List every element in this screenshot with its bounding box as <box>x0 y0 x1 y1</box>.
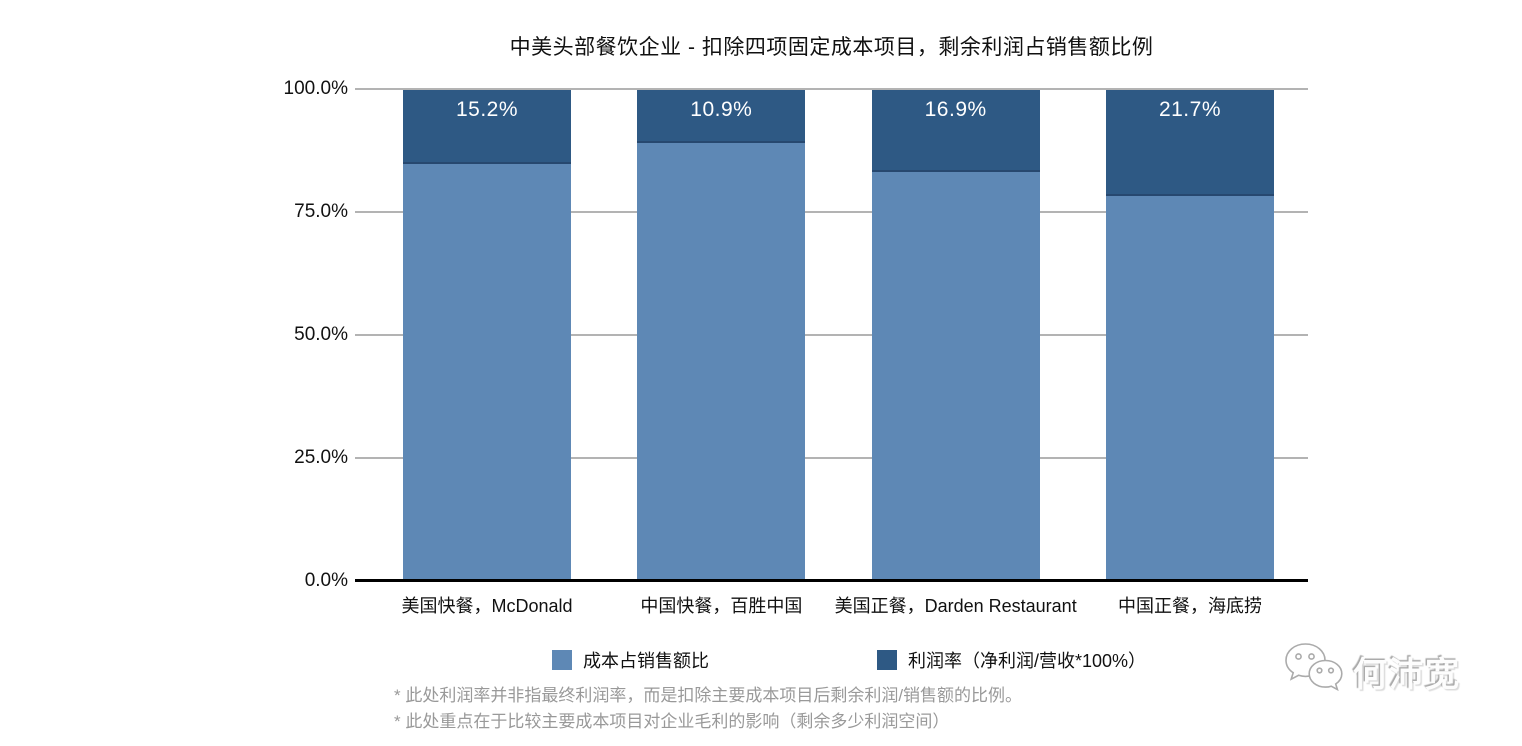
y-axis-tick-label: 0.0% <box>304 570 348 591</box>
cost-segment <box>403 163 571 581</box>
profit-segment: 21.7% <box>1105 89 1274 196</box>
gridline-50 <box>355 334 1308 336</box>
profit-segment: 15.2% <box>403 89 571 164</box>
bar-4: 21.7% <box>1105 89 1274 581</box>
bar-value-label: 16.9% <box>924 98 987 121</box>
cost-segment <box>1105 195 1274 581</box>
bar-1: 15.2% <box>403 89 571 581</box>
plot-area: 0.0% 25.0% 50.0% 75.0% 100.0% 15.2% 10.9% 16.9%… <box>284 78 1308 591</box>
legend-label: 利润率（净利润/营收*100%） <box>908 651 1147 671</box>
y-axis-tick-label: 100.0% <box>283 78 348 99</box>
watermark-author-name: 何沛宽 <box>1353 656 1461 694</box>
legend-item-1: 成本占销售额比 <box>552 647 709 673</box>
x-axis-category-label: 美国正餐，Darden Restaurant <box>834 596 1077 616</box>
legend-swatch <box>877 650 897 670</box>
x-axis-line <box>355 579 1308 582</box>
bar-value-label: 15.2% <box>455 98 519 121</box>
bar-3: 16.9% <box>871 89 1040 581</box>
legend-item-2: 利润率（净利润/营收*100%） <box>877 647 1146 673</box>
x-axis-category-label: 中国正餐，海底捞 <box>1117 596 1262 616</box>
legend-label: 成本占销售额比 <box>583 651 709 671</box>
bar-2: 10.9% <box>637 89 806 581</box>
y-axis-tick-label: 75.0% <box>294 201 348 222</box>
footnote-line-1: * 此处利润率并非指最终利润率，而是扣除主要成本项目后剩余利润/销售额的比例。 <box>394 686 1023 705</box>
x-axis-category-label: 美国快餐，McDonald <box>401 596 573 616</box>
footnote-line-2: * 此处重点在于比较主要成本项目对企业毛利的影响（剩余多少利润空间） <box>394 712 950 731</box>
watermark: 何沛宽 <box>1283 641 1461 702</box>
gridline-75 <box>355 211 1308 213</box>
gridline-100 <box>355 88 1308 90</box>
profit-segment: 10.9% <box>637 89 806 143</box>
y-axis-tick-label: 25.0% <box>294 447 348 468</box>
x-axis-category-label: 中国快餐，百胜中国 <box>640 596 803 616</box>
gridline-25 <box>355 457 1308 459</box>
chart-title: 中美头部餐饮企业 - 扣除四项固定成本项目，剩余利润占销售额比例 <box>509 36 1154 59</box>
bar-value-label: 21.7% <box>1158 98 1221 121</box>
legend-swatch <box>552 650 572 670</box>
bar-value-label: 10.9% <box>690 98 753 121</box>
cost-segment <box>637 142 806 581</box>
wechat-icon <box>1283 641 1345 702</box>
cost-segment <box>871 172 1040 581</box>
profit-segment: 16.9% <box>871 89 1040 173</box>
y-axis-tick-label: 50.0% <box>294 324 348 345</box>
